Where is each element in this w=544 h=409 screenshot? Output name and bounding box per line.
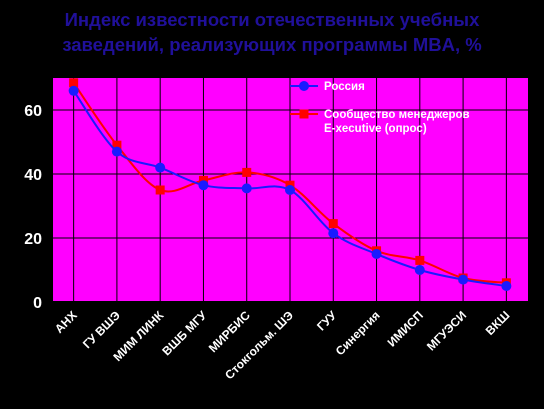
series-0-point — [371, 249, 382, 259]
series-0-point — [501, 281, 512, 291]
series-1-point — [69, 78, 79, 88]
series-0-point — [328, 228, 339, 239]
legend-label-0: Россия — [324, 81, 365, 93]
legend-label-1: E-xecutive (опрос) — [324, 123, 427, 135]
series-1-point — [242, 167, 252, 177]
series-0-point — [241, 183, 252, 194]
series-1-point — [112, 140, 122, 150]
series-0-point — [414, 265, 425, 275]
legend-marker-0 — [299, 81, 309, 91]
y-tick-label: 20 — [24, 231, 42, 248]
series-1-point — [415, 255, 425, 265]
series-1-point — [328, 219, 338, 229]
y-tick-label: 60 — [24, 103, 42, 120]
legend: Россия Сообщество менеджеров E-xecutive (о… — [290, 81, 470, 135]
chart-title-line-2: заведений, реализующих программы MBA, % — [62, 34, 481, 55]
series-1-point — [155, 185, 165, 195]
series-0-point — [68, 85, 79, 96]
chart-title-line-1: Индекс известности отечественных учебных — [65, 9, 480, 30]
series-layer — [68, 78, 512, 291]
y-tick-label: 0 — [33, 295, 42, 312]
series-0-point — [198, 180, 209, 191]
series-0-point — [155, 162, 166, 173]
series-0-point — [458, 274, 469, 285]
series-0-point — [285, 185, 295, 195]
legend-marker-1 — [299, 109, 309, 119]
y-tick-label: 40 — [24, 167, 42, 184]
series-0-point — [111, 146, 122, 157]
legend-label-1: Сообщество менеджеров — [324, 109, 470, 121]
